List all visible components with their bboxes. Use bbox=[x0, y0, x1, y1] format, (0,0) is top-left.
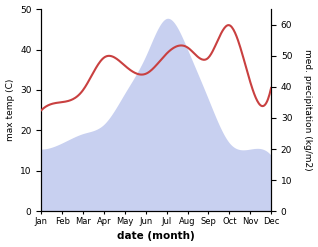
Y-axis label: max temp (C): max temp (C) bbox=[5, 79, 15, 141]
Y-axis label: med. precipitation (kg/m2): med. precipitation (kg/m2) bbox=[303, 49, 313, 171]
X-axis label: date (month): date (month) bbox=[117, 231, 195, 242]
